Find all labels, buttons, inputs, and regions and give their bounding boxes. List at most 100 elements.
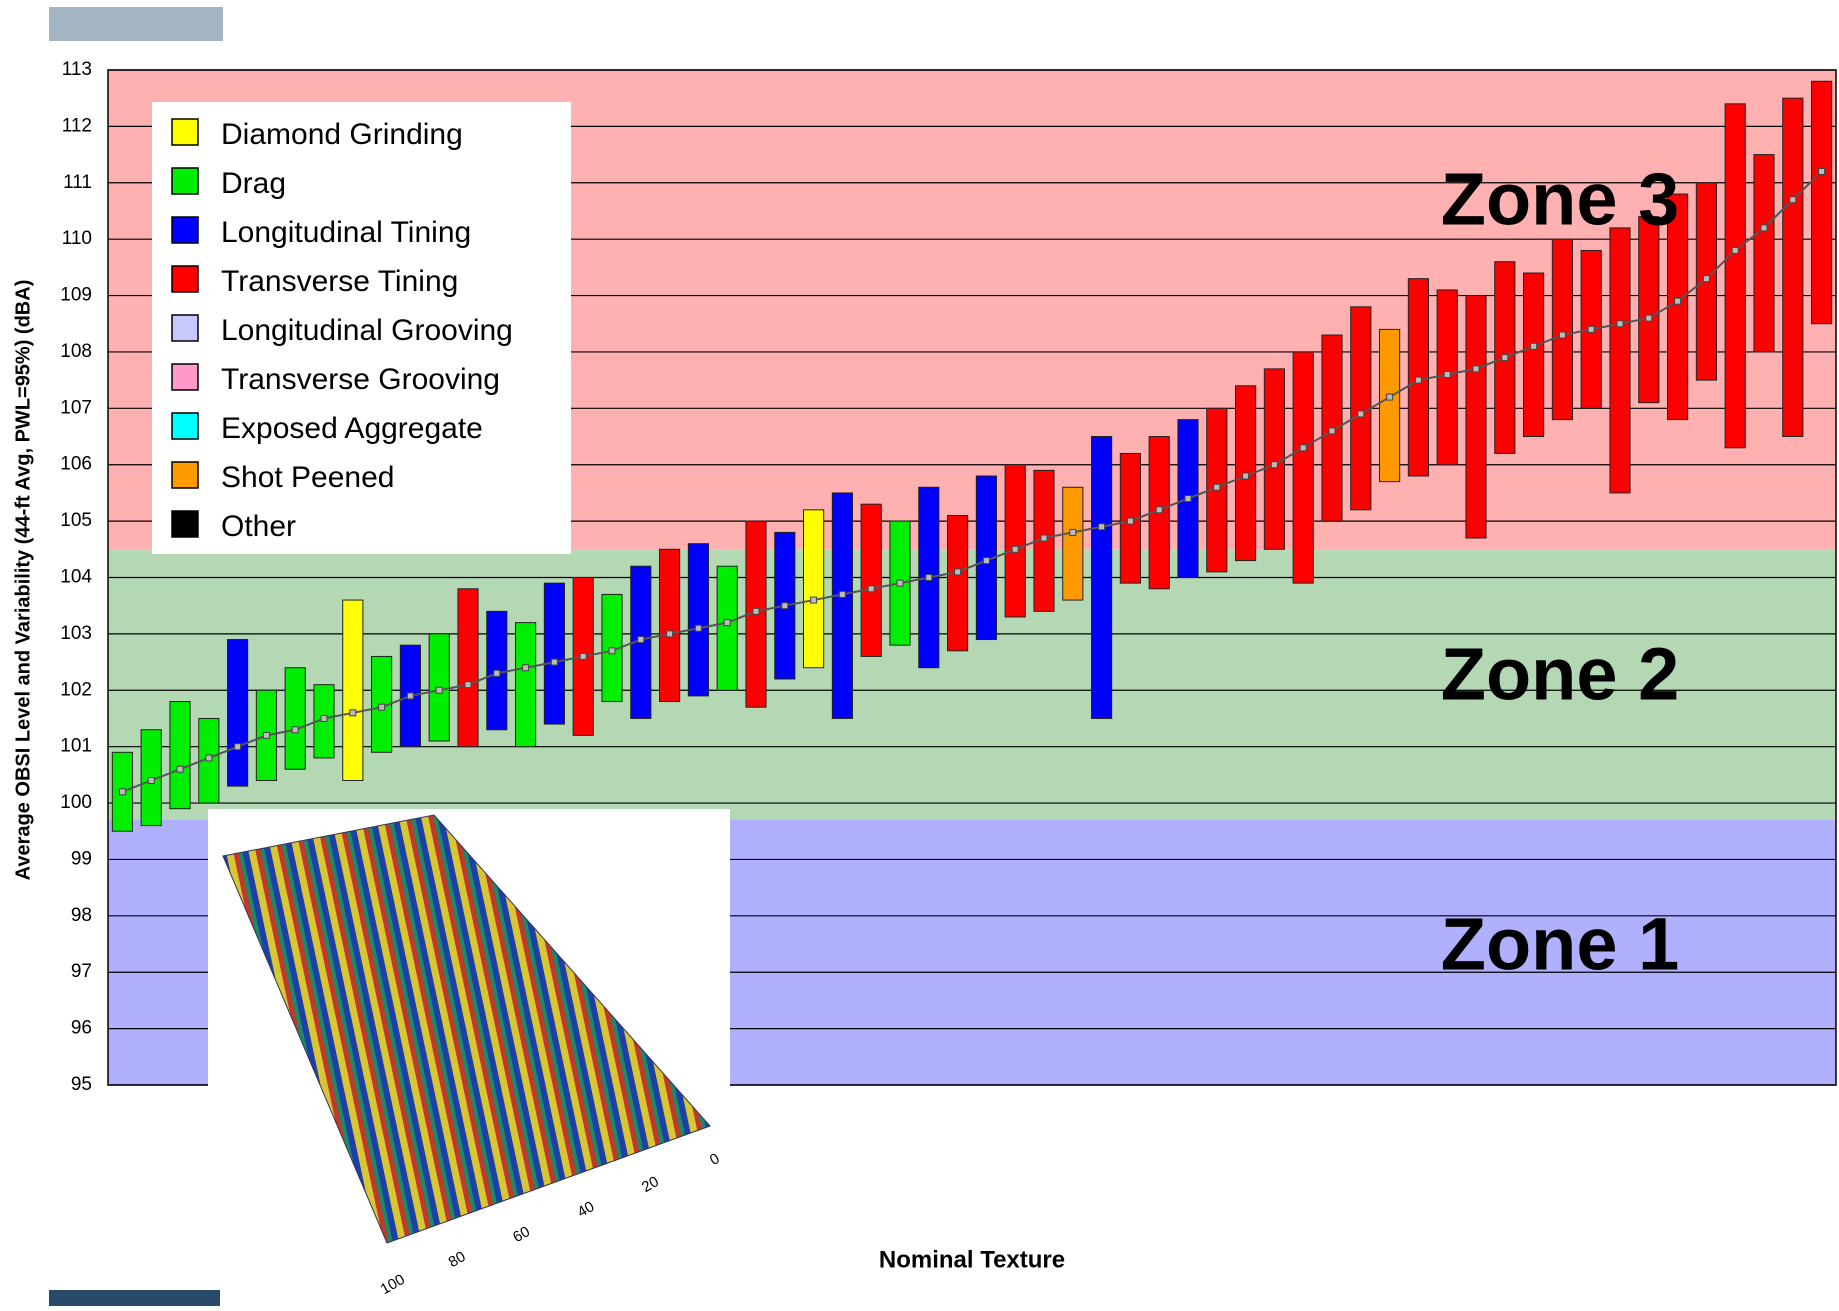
mean-marker (263, 732, 269, 738)
y-tick-label: 104 (60, 567, 92, 588)
range-bar (1005, 465, 1025, 617)
range-bar (1063, 487, 1083, 600)
legend-swatch (172, 168, 198, 194)
mean-marker (1819, 169, 1825, 175)
y-tick-label: 112 (62, 115, 92, 136)
range-bar (458, 589, 478, 747)
legend-label: Other (221, 510, 296, 543)
mean-marker (350, 710, 356, 716)
y-tick-label: 98 (71, 905, 92, 926)
range-bar (832, 493, 852, 719)
mean-marker (321, 715, 327, 721)
legend-swatch (172, 413, 198, 439)
mean-marker (1041, 535, 1047, 541)
mean-marker (1790, 197, 1796, 203)
mean-marker (1329, 428, 1335, 434)
range-bar (1380, 329, 1400, 481)
mean-marker (177, 766, 183, 772)
y-tick-label: 99 (71, 848, 92, 869)
legend-label: Transverse Grooving (221, 363, 500, 396)
y-tick-label: 101 (60, 736, 92, 757)
range-bar (1466, 296, 1486, 538)
range-bar (1812, 81, 1832, 323)
range-bar (717, 566, 737, 690)
legend: Diamond Grinding Drag Longitudinal Tining T… (152, 102, 571, 554)
y-tick-label: 113 (62, 59, 92, 80)
y-tick-label: 109 (60, 285, 92, 306)
legend-swatch (172, 266, 198, 292)
mean-marker (1300, 445, 1306, 451)
mean-marker (523, 665, 529, 671)
zone-label: Zone 1 (1441, 903, 1679, 986)
mean-marker (1473, 366, 1479, 372)
mean-marker (753, 608, 759, 614)
mean-marker (695, 625, 701, 631)
range-bar (861, 504, 881, 656)
y-tick-label: 111 (63, 172, 92, 193)
mean-marker (667, 631, 673, 637)
legend-label: Exposed Aggregate (221, 412, 483, 445)
footer-block (49, 1290, 220, 1306)
legend-label: Shot Peened (221, 461, 394, 494)
mean-marker (1387, 394, 1393, 400)
mean-marker (1214, 484, 1220, 490)
header-block (49, 7, 223, 41)
range-bar (285, 668, 305, 770)
page: 020406080100 Nominal Texture Average OBS… (0, 0, 1839, 1306)
mean-marker (119, 789, 125, 795)
legend-label: Transverse Tining (221, 265, 458, 298)
chart: 020406080100 Nominal Texture Average OBS… (0, 0, 1839, 1306)
mean-marker (148, 778, 154, 784)
mean-marker (580, 653, 586, 659)
y-tick-label: 102 (60, 679, 92, 700)
mean-marker (1127, 518, 1133, 524)
mean-marker (1531, 343, 1537, 349)
legend-label: Drag (221, 167, 286, 200)
mean-marker (868, 586, 874, 592)
range-bar (948, 515, 968, 650)
mean-marker (1502, 355, 1508, 361)
mean-marker (1271, 462, 1277, 468)
legend-label: Longitudinal Tining (221, 216, 471, 249)
mean-marker (1559, 332, 1565, 338)
range-bar (1639, 217, 1659, 403)
mean-marker (235, 744, 241, 750)
mean-marker (1358, 411, 1364, 417)
y-tick-label: 95 (71, 1074, 92, 1095)
range-bar (228, 640, 248, 787)
mean-marker (724, 620, 730, 626)
mean-marker (1732, 247, 1738, 253)
legend-swatch (172, 315, 198, 341)
y-tick-label: 96 (71, 1018, 92, 1039)
range-bar (1351, 307, 1371, 510)
mean-marker (1444, 372, 1450, 378)
range-bar (516, 623, 536, 747)
mean-marker (407, 693, 413, 699)
mean-marker (609, 648, 615, 654)
mean-marker (1185, 496, 1191, 502)
legend-label: Diamond Grinding (221, 118, 463, 151)
range-bar (1783, 98, 1803, 436)
range-bar (343, 600, 363, 780)
mean-marker (1675, 298, 1681, 304)
range-bar (170, 702, 190, 809)
mean-marker (811, 597, 817, 603)
mean-marker (1703, 276, 1709, 282)
mean-marker (494, 670, 500, 676)
mean-marker (955, 569, 961, 575)
legend-swatch (172, 462, 198, 488)
mean-marker (926, 575, 932, 581)
range-bar (1754, 155, 1774, 352)
mean-marker (1243, 473, 1249, 479)
range-bar (1293, 352, 1313, 583)
y-tick-label: 100 (60, 792, 92, 813)
y-tick-label: 106 (60, 454, 92, 475)
mean-marker (638, 637, 644, 643)
range-bar (1092, 437, 1112, 719)
mean-marker (292, 727, 298, 733)
mean-marker (465, 682, 471, 688)
y-tick-label: 103 (60, 623, 92, 644)
mean-marker (1156, 507, 1162, 513)
range-bar (688, 544, 708, 696)
mean-marker (436, 687, 442, 693)
